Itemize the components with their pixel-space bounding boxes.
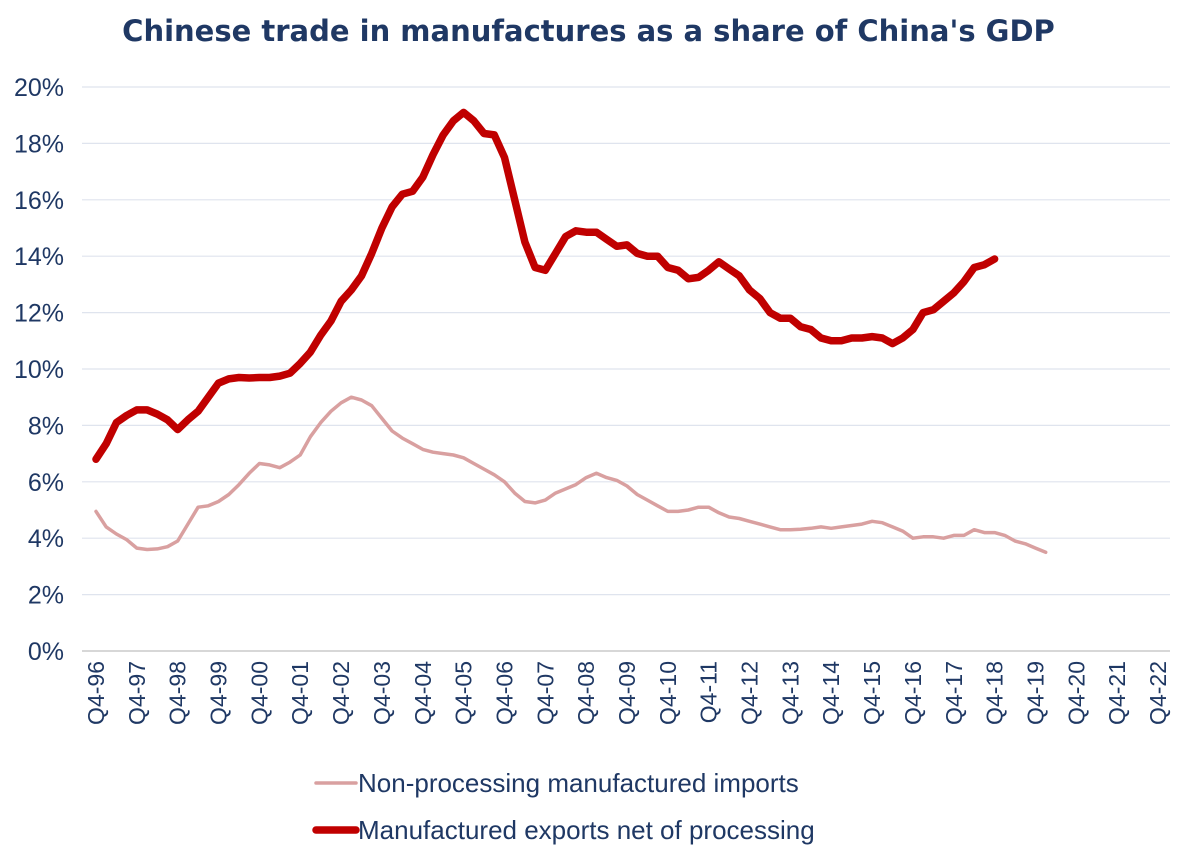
x-tick-label: Q4-07 xyxy=(532,661,558,725)
x-tick-label: Q4-22 xyxy=(1145,661,1171,725)
legend-label: Non-processing manufactured imports xyxy=(358,768,799,798)
y-tick-label: 14% xyxy=(14,243,64,271)
x-tick-label: Q4-14 xyxy=(818,661,844,725)
x-tick-label: Q4-13 xyxy=(777,661,803,725)
x-tick-label: Q4-11 xyxy=(696,661,722,723)
y-tick-label: 18% xyxy=(14,130,64,158)
x-tick-label: Q4-19 xyxy=(1022,661,1048,725)
legend-label: Manufactured exports net of processing xyxy=(358,815,815,845)
x-tick-label: Q4-99 xyxy=(206,661,232,725)
x-tick-label: Q4-08 xyxy=(573,661,599,725)
y-axis-ticks: 0% 2% 4% 6% 8% 10% 12% 14% 16% 18% 20% xyxy=(14,74,64,666)
y-tick-label: 2% xyxy=(28,582,64,610)
x-tick-label: Q4-03 xyxy=(369,661,395,725)
y-tick-label: 4% xyxy=(28,525,64,553)
x-tick-label: Q4-05 xyxy=(451,661,477,725)
legend: Non-processing manufactured imports Manuf… xyxy=(312,768,815,845)
x-tick-label: Q4-06 xyxy=(491,661,517,725)
y-tick-label: 0% xyxy=(28,638,64,666)
series-lines xyxy=(92,108,1048,555)
y-tick-label: 8% xyxy=(28,412,64,440)
gridlines xyxy=(82,86,1170,652)
series-line-2 xyxy=(92,108,999,463)
chart-title: Chinese trade in manufactures as a share… xyxy=(122,14,1055,48)
y-tick-label: 12% xyxy=(14,300,64,328)
x-tick-label: Q4-18 xyxy=(982,661,1008,725)
x-tick-label: Q4-10 xyxy=(655,661,681,725)
x-tick-label: Q4-20 xyxy=(1063,661,1089,725)
x-tick-label: Q4-09 xyxy=(614,661,640,725)
series-line-1 xyxy=(94,395,1048,555)
y-tick-label: 16% xyxy=(14,187,64,215)
x-tick-label: Q4-02 xyxy=(328,661,354,725)
x-tick-label: Q4-01 xyxy=(287,661,313,725)
y-tick-label: 10% xyxy=(14,356,64,384)
x-tick-label: Q4-00 xyxy=(246,661,272,725)
x-tick-label: Q4-04 xyxy=(410,661,436,725)
x-axis-ticks: Q4-96 Q4-97 Q4-98 Q4-99 Q4-00 Q4-01 Q4-02 Q4-03… xyxy=(83,661,1171,725)
x-tick-label: Q4-98 xyxy=(165,661,191,725)
x-tick-label: Q4-17 xyxy=(941,661,967,725)
x-tick-label: Q4-12 xyxy=(737,661,763,725)
x-tick-label: Q4-21 xyxy=(1104,661,1130,725)
x-tick-label: Q4-96 xyxy=(83,661,109,725)
x-tick-label: Q4-15 xyxy=(859,661,885,725)
y-tick-label: 20% xyxy=(14,74,64,102)
x-tick-label: Q4-97 xyxy=(124,661,150,725)
y-tick-label: 6% xyxy=(28,469,64,497)
x-tick-label: Q4-16 xyxy=(900,661,926,725)
